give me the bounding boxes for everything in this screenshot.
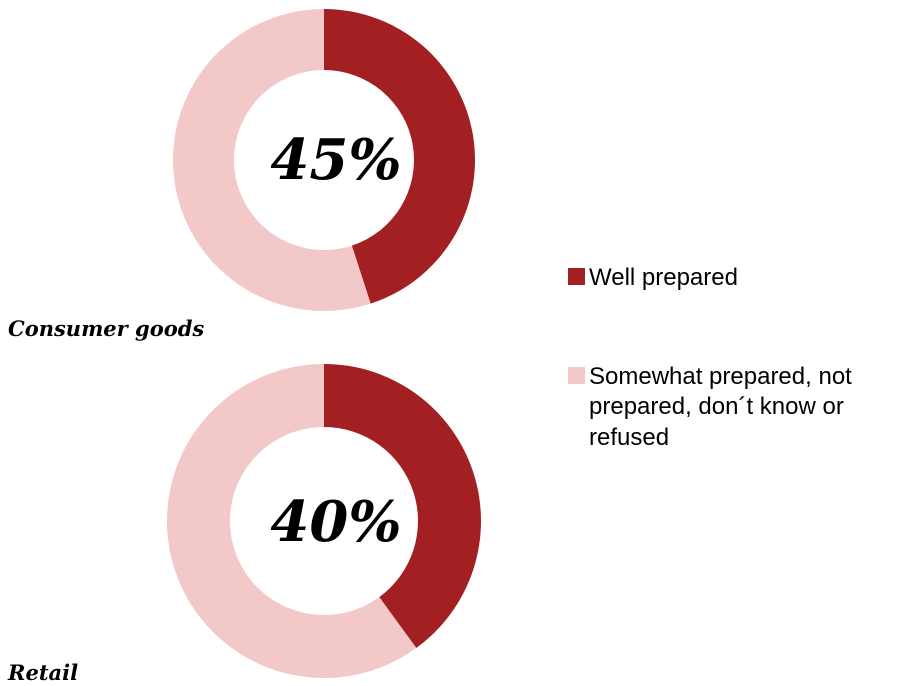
donut-consumer-goods: 45% <box>173 9 476 311</box>
legend-label-other-line-3: refused <box>589 424 669 451</box>
center-label-retail: 40% <box>270 489 401 555</box>
chart-title-retail: Retail <box>7 660 78 685</box>
legend-label-other-line-2: prepared, don´t know or <box>589 393 844 420</box>
center-label-consumer-goods: 45% <box>270 127 401 193</box>
legend-label-well-prepared: Well prepared <box>589 264 738 291</box>
slice-retail-other <box>167 364 417 678</box>
legend-swatch-other <box>568 367 585 384</box>
legend: Well prepared Somewhat prepared, not pre… <box>568 264 852 451</box>
chart-title-consumer-goods: Consumer goods <box>8 316 204 341</box>
legend-swatch-well-prepared <box>568 268 585 285</box>
slice-retail-well-prepared <box>324 364 482 649</box>
donut-retail: 40% <box>167 364 482 678</box>
slice-consumer-goods-well-prepared <box>324 9 476 304</box>
legend-label-other-line-1: Somewhat prepared, not <box>589 363 852 390</box>
slice-consumer-goods-other <box>173 9 371 311</box>
